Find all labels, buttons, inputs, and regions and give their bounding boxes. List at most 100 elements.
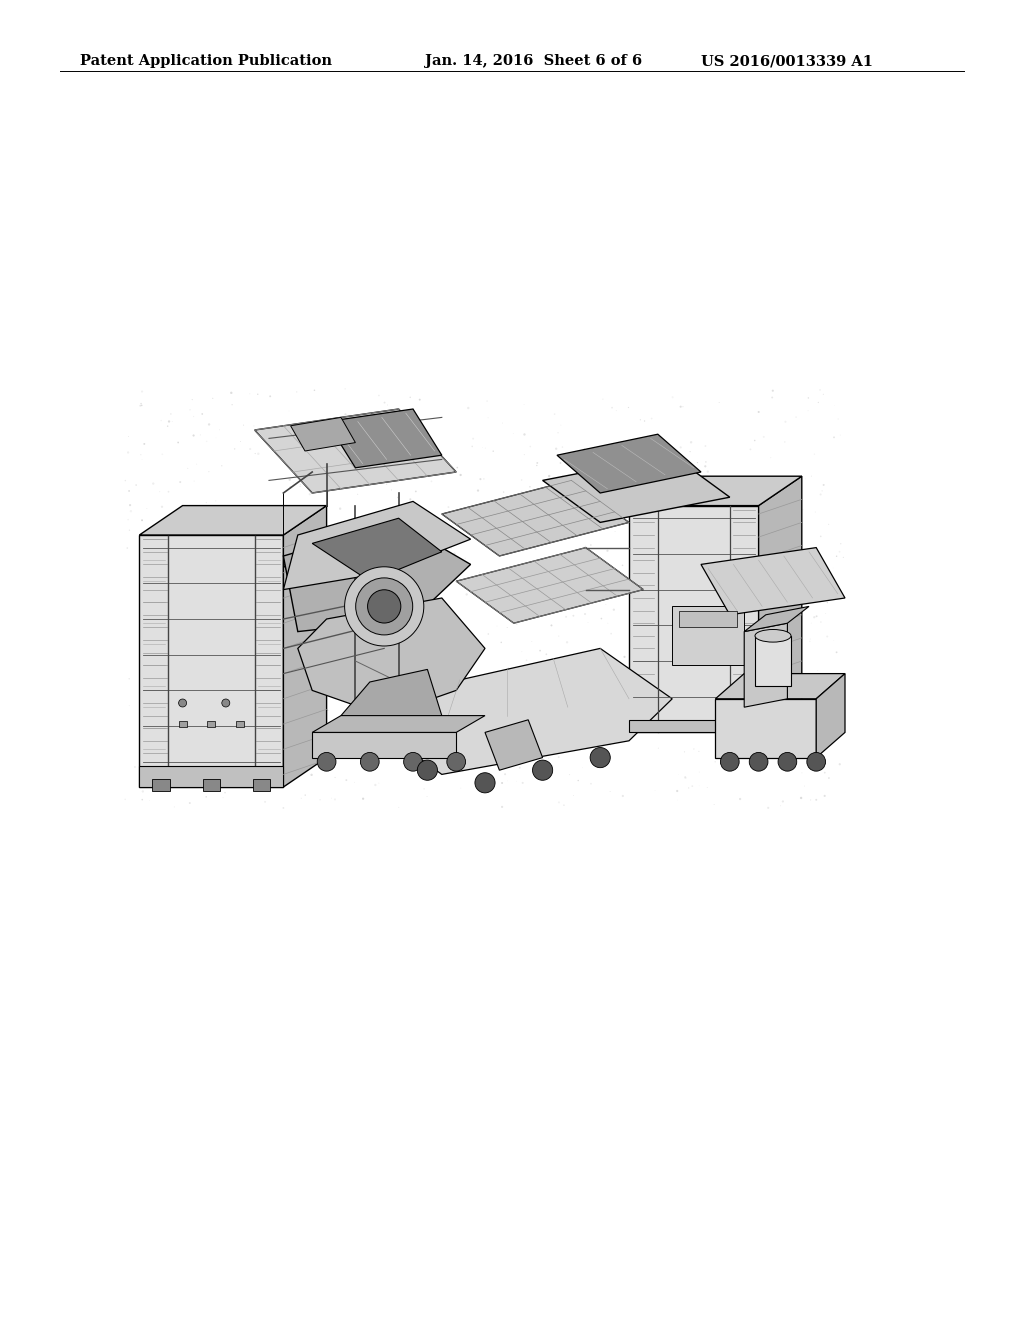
- Circle shape: [617, 717, 620, 719]
- Circle shape: [295, 454, 296, 457]
- Circle shape: [489, 536, 493, 539]
- Circle shape: [796, 416, 797, 418]
- Circle shape: [531, 696, 532, 697]
- Circle shape: [352, 709, 355, 711]
- Circle shape: [247, 776, 248, 779]
- Circle shape: [431, 647, 434, 649]
- Circle shape: [418, 760, 437, 780]
- Circle shape: [291, 457, 293, 458]
- Circle shape: [518, 727, 520, 730]
- Circle shape: [381, 473, 383, 474]
- Circle shape: [456, 579, 458, 581]
- Circle shape: [466, 593, 468, 595]
- Circle shape: [754, 440, 756, 441]
- Polygon shape: [284, 523, 471, 631]
- Circle shape: [460, 519, 461, 520]
- Circle shape: [188, 777, 190, 779]
- Circle shape: [143, 444, 145, 445]
- Circle shape: [793, 727, 795, 730]
- Circle shape: [757, 671, 759, 672]
- Circle shape: [664, 730, 666, 731]
- Circle shape: [397, 496, 398, 498]
- Circle shape: [639, 570, 641, 572]
- Circle shape: [141, 405, 142, 407]
- Circle shape: [403, 680, 406, 681]
- Circle shape: [236, 539, 237, 540]
- Circle shape: [390, 574, 391, 576]
- Circle shape: [170, 702, 172, 705]
- Circle shape: [212, 540, 214, 541]
- Circle shape: [370, 557, 372, 560]
- Circle shape: [141, 519, 143, 521]
- Circle shape: [423, 585, 424, 586]
- Circle shape: [554, 413, 555, 414]
- Circle shape: [189, 693, 191, 696]
- Circle shape: [368, 590, 400, 623]
- Circle shape: [630, 689, 632, 692]
- Circle shape: [371, 698, 373, 700]
- Circle shape: [624, 656, 626, 657]
- Circle shape: [761, 581, 763, 583]
- Circle shape: [758, 411, 760, 413]
- Circle shape: [477, 702, 479, 705]
- Circle shape: [249, 447, 251, 450]
- Circle shape: [731, 644, 733, 645]
- Circle shape: [501, 642, 502, 643]
- Circle shape: [800, 797, 802, 799]
- Polygon shape: [284, 502, 471, 590]
- Circle shape: [787, 591, 790, 594]
- Circle shape: [326, 552, 327, 553]
- Circle shape: [739, 612, 741, 615]
- Circle shape: [372, 627, 374, 630]
- Circle shape: [748, 642, 750, 644]
- Circle shape: [323, 611, 324, 612]
- Circle shape: [168, 420, 170, 422]
- Circle shape: [606, 549, 608, 552]
- Circle shape: [384, 401, 385, 404]
- Circle shape: [823, 747, 825, 750]
- Circle shape: [202, 413, 203, 414]
- Polygon shape: [284, 539, 398, 590]
- Circle shape: [317, 752, 336, 771]
- Polygon shape: [816, 673, 845, 758]
- Circle shape: [790, 578, 792, 581]
- Circle shape: [289, 479, 291, 480]
- Circle shape: [390, 429, 391, 430]
- Circle shape: [471, 446, 473, 447]
- Circle shape: [447, 506, 450, 508]
- Circle shape: [382, 455, 383, 458]
- Polygon shape: [312, 715, 485, 733]
- Circle shape: [555, 447, 557, 450]
- Polygon shape: [457, 548, 643, 623]
- Circle shape: [601, 618, 602, 619]
- Circle shape: [185, 597, 187, 598]
- Circle shape: [193, 434, 195, 437]
- Circle shape: [677, 631, 678, 632]
- Circle shape: [743, 587, 745, 589]
- Circle shape: [269, 704, 270, 705]
- Circle shape: [179, 480, 181, 483]
- Circle shape: [311, 421, 313, 424]
- Circle shape: [454, 552, 456, 554]
- Circle shape: [230, 392, 232, 395]
- Circle shape: [399, 648, 401, 649]
- Circle shape: [767, 807, 769, 809]
- Circle shape: [224, 792, 225, 793]
- Circle shape: [784, 421, 786, 422]
- Circle shape: [410, 498, 412, 500]
- Circle shape: [500, 603, 502, 605]
- Circle shape: [537, 465, 538, 466]
- Circle shape: [612, 688, 613, 689]
- Circle shape: [684, 483, 685, 484]
- Circle shape: [431, 545, 433, 546]
- Circle shape: [785, 649, 787, 652]
- Circle shape: [532, 760, 553, 780]
- Circle shape: [650, 702, 652, 704]
- Circle shape: [293, 770, 294, 771]
- Polygon shape: [557, 434, 701, 492]
- Circle shape: [206, 796, 207, 797]
- Circle shape: [214, 718, 216, 721]
- Circle shape: [599, 499, 601, 500]
- Circle shape: [722, 528, 724, 531]
- Circle shape: [656, 665, 658, 667]
